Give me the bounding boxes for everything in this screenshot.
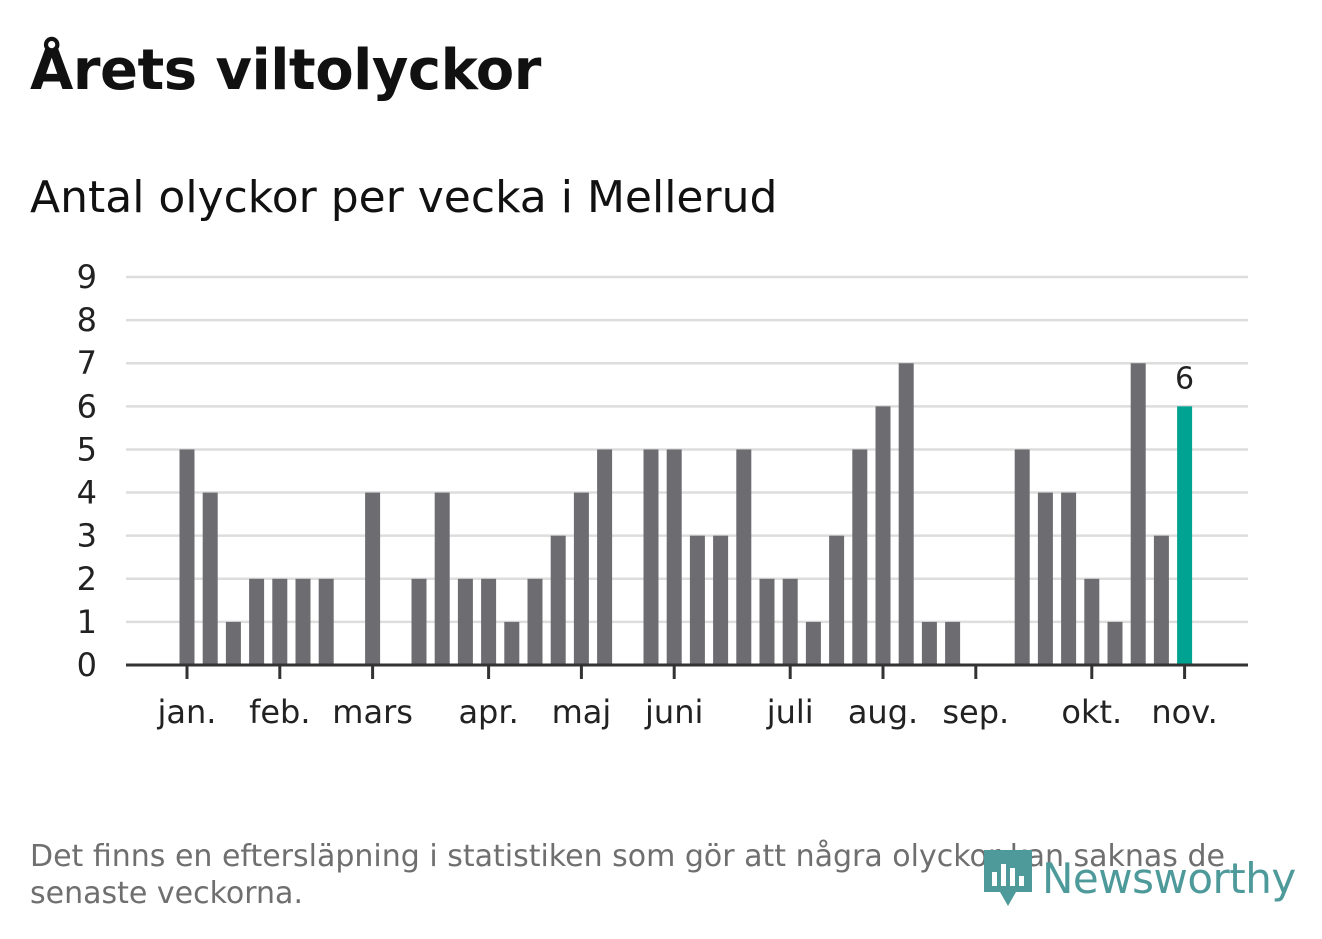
bar <box>1037 492 1053 665</box>
newsworthy-logo-icon <box>984 850 1032 906</box>
bar <box>782 578 798 665</box>
bar <box>481 578 497 665</box>
chart-subtitle: Antal olyckor per vecka i Mellerud <box>30 172 778 223</box>
bar <box>759 578 775 665</box>
bar <box>434 492 450 665</box>
bar <box>1107 621 1123 665</box>
chart-title: Årets viltolyckor <box>30 38 541 103</box>
bar <box>295 578 311 665</box>
bar <box>249 578 265 665</box>
bar <box>597 449 613 665</box>
bar <box>411 578 427 665</box>
x-tick-label: nov. <box>1151 693 1217 731</box>
x-tick-label: maj <box>552 693 612 731</box>
bar <box>666 449 682 665</box>
bar <box>272 578 288 665</box>
x-tick-label: okt. <box>1061 693 1122 731</box>
bar <box>365 492 381 665</box>
y-tick-label: 9 <box>77 258 97 296</box>
bar <box>689 535 705 665</box>
bar <box>202 492 218 665</box>
y-tick-label: 3 <box>77 517 97 555</box>
bar <box>1014 449 1030 665</box>
bar <box>921 621 937 665</box>
x-tick-label: feb. <box>249 693 310 731</box>
y-tick-label: 6 <box>77 387 97 425</box>
bar <box>875 406 891 665</box>
brand-name: Newsworthy <box>1042 853 1296 903</box>
bar <box>1061 492 1077 665</box>
y-tick-label: 5 <box>77 430 97 468</box>
bar <box>527 578 543 665</box>
bar <box>1084 578 1100 665</box>
bar <box>1153 535 1169 665</box>
x-tick-label: juni <box>644 693 703 731</box>
x-tick-label: apr. <box>458 693 518 731</box>
bar <box>1177 406 1193 665</box>
bar <box>643 449 659 665</box>
bar <box>852 449 868 665</box>
bar <box>573 492 589 665</box>
brand-logo[interactable]: Newsworthy <box>980 846 1296 910</box>
bar <box>179 449 195 665</box>
bar <box>225 621 241 665</box>
bar <box>1130 363 1146 665</box>
x-tick-label: juli <box>766 693 814 731</box>
y-tick-label: 4 <box>77 474 97 512</box>
bar <box>713 535 729 665</box>
y-tick-label: 7 <box>77 344 97 382</box>
data-label: 6 <box>1175 361 1194 396</box>
bar <box>318 578 334 665</box>
bar <box>504 621 520 665</box>
x-tick-label: mars <box>332 693 413 731</box>
x-tick-label: jan. <box>157 693 217 731</box>
y-tick-label: 8 <box>77 301 97 339</box>
bar <box>898 363 914 665</box>
x-tick-label: sep. <box>942 693 1009 731</box>
y-tick-label: 2 <box>77 560 97 598</box>
bar <box>736 449 752 665</box>
x-tick-label: aug. <box>848 693 918 731</box>
bar <box>805 621 821 665</box>
y-tick-label: 0 <box>77 646 97 684</box>
bar <box>550 535 566 665</box>
bar <box>945 621 961 665</box>
y-tick-label: 1 <box>77 603 97 641</box>
bar <box>829 535 845 665</box>
bar <box>457 578 473 665</box>
